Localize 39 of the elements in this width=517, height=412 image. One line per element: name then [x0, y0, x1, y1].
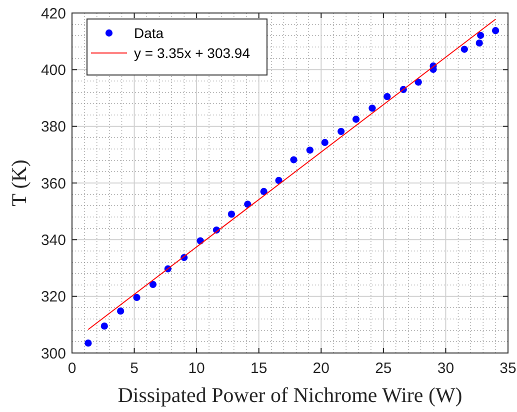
point: [414, 78, 422, 86]
legend-label: Data: [134, 24, 164, 41]
y-tick-label: 300: [40, 345, 66, 362]
point: [476, 39, 483, 47]
x-tick-label: 5: [130, 360, 138, 377]
point: [260, 188, 268, 196]
legend-label: y = 3.35x + 303.94: [134, 44, 250, 61]
y-tick-label: 340: [40, 232, 66, 249]
point: [133, 294, 140, 302]
point: [492, 27, 500, 34]
point: [477, 32, 484, 39]
x-axis-title: Dissipated Power of Nichrome Wire (W): [118, 383, 462, 407]
point: [84, 340, 92, 347]
point: [338, 128, 345, 135]
point: [290, 156, 298, 164]
point: [321, 138, 328, 146]
point: [352, 116, 360, 123]
point: [368, 104, 376, 112]
x-tick-label: 10: [188, 360, 205, 377]
point: [384, 93, 391, 100]
x-tick-label: 0: [68, 360, 76, 377]
y-tick-label: 420: [40, 5, 66, 22]
point: [275, 176, 282, 184]
point: [306, 146, 314, 154]
y-tick-label: 360: [40, 175, 66, 192]
point: [149, 280, 157, 288]
x-tick-label: 30: [437, 360, 454, 377]
y-tick-label: 380: [40, 118, 66, 136]
x-tick-label: 20: [312, 360, 330, 377]
x-tick-label: 15: [250, 360, 268, 377]
x-tick-label: 25: [375, 360, 392, 377]
point: [100, 322, 108, 330]
y-tick-label: 400: [40, 62, 66, 79]
point: [228, 210, 236, 218]
y-tick-label: 320: [40, 288, 66, 306]
point: [117, 308, 124, 315]
x-tick-label: 35: [500, 360, 516, 377]
point: [460, 46, 468, 53]
y-axis-title: T (K): [7, 160, 31, 206]
